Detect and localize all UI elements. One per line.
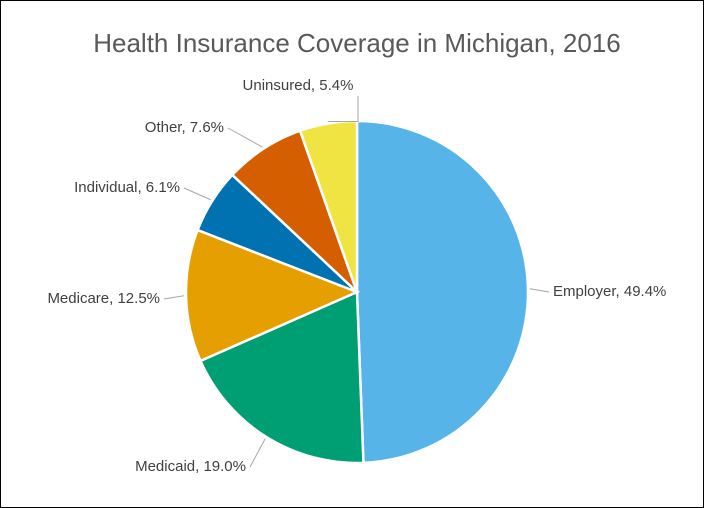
data-label: Medicare, 12.5%	[47, 290, 160, 307]
chart-title: Health Insurance Coverage in Michigan, 2…	[93, 28, 621, 58]
pie-slice	[184, 228, 361, 363]
leader-line	[529, 288, 550, 293]
data-label: Other, 7.6%	[145, 119, 224, 136]
leader-line	[163, 295, 185, 300]
data-label: Employer, 49.4%	[553, 283, 666, 300]
leader-line	[249, 438, 266, 468]
leader-line	[227, 127, 263, 148]
data-label: Individual, 6.1%	[74, 179, 180, 196]
data-label: Medicaid, 19.0%	[135, 458, 246, 475]
leader-line	[327, 96, 359, 122]
pie-slice	[355, 119, 530, 465]
pie-slice	[198, 290, 365, 465]
leader-line	[183, 187, 211, 201]
data-label: Uninsured, 5.4%	[243, 77, 354, 94]
